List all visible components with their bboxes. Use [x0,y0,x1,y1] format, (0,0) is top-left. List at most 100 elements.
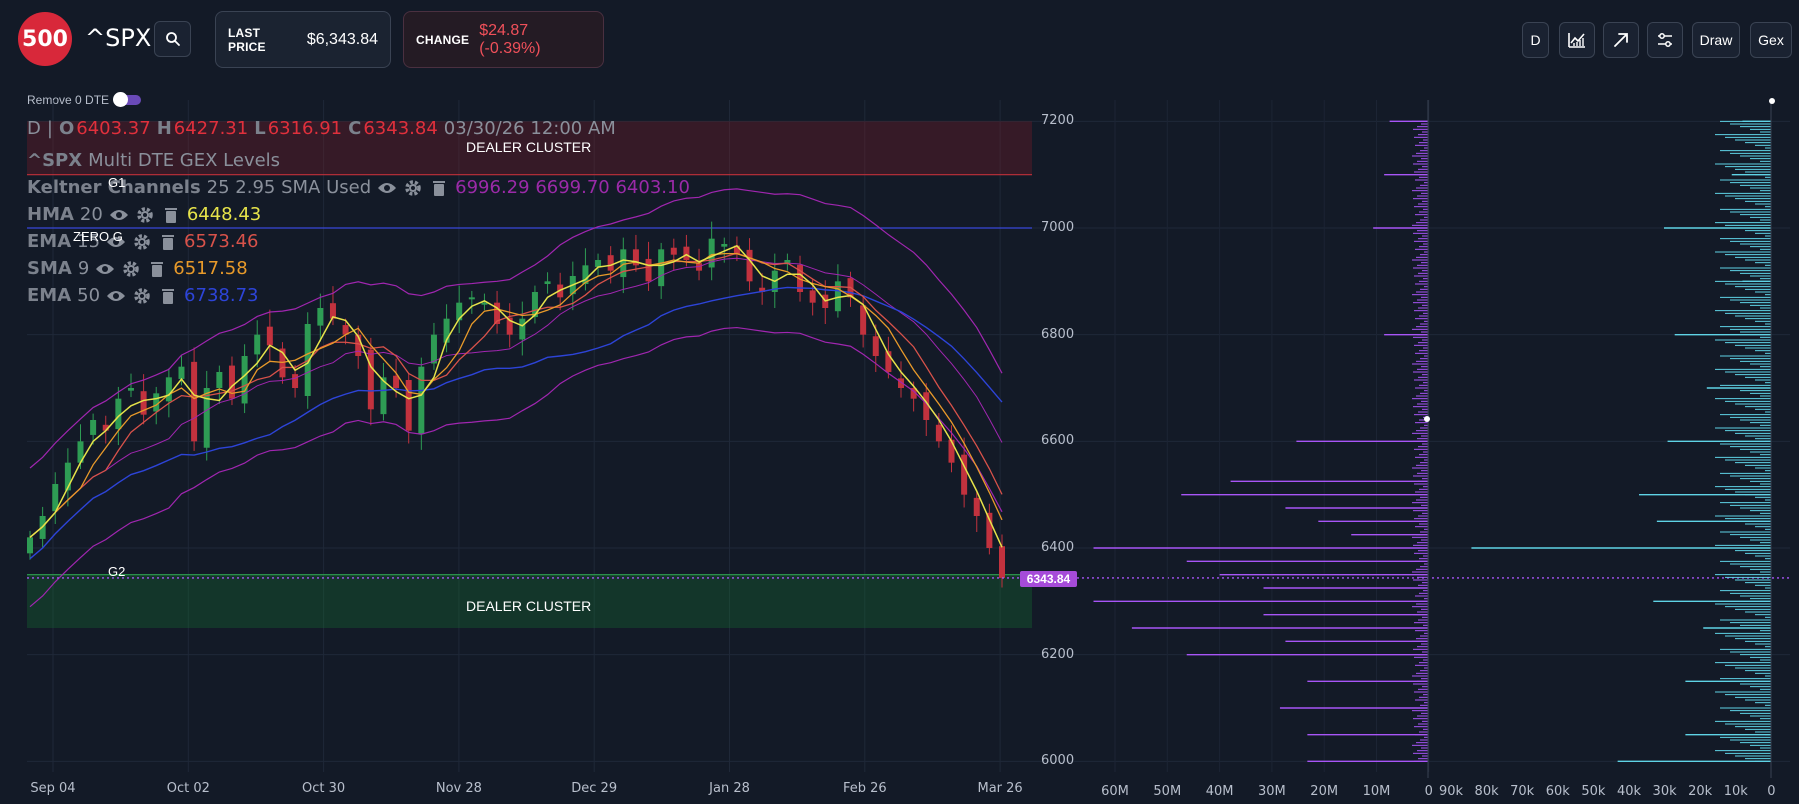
candle-body [90,420,97,435]
gex-button[interactable]: Gex [1750,22,1792,58]
legend-l-value: 6316.91 [267,118,343,139]
legend-ema50: EMA 50 6738.73 [27,285,258,306]
eye-icon[interactable] [95,259,115,279]
candle-body [910,388,917,399]
trash-icon[interactable] [161,205,181,225]
candle-body [430,334,437,364]
candle-body [645,258,652,282]
settings-sliders-button[interactable] [1647,22,1683,58]
eye-icon[interactable] [377,178,397,198]
candle-body [443,318,450,343]
candle-body [708,238,715,268]
candle-body [797,264,804,292]
gear-icon[interactable] [403,178,423,198]
gear-icon[interactable] [121,259,141,279]
toggle-knob[interactable] [113,92,129,107]
gex-left-tick-label: 60M [1101,784,1129,799]
legend-hma-name: HMA [27,204,74,225]
candle-body [494,302,501,324]
gex-left-tick-label: 30M [1258,784,1286,799]
indicators-button[interactable] [1559,22,1595,58]
candle-body [531,292,538,318]
gear-icon[interactable] [132,232,152,252]
legend-gex-symbol: ^SPX [27,150,83,171]
draw-button[interactable]: Draw [1692,22,1740,58]
legend-l-label: L [254,118,266,139]
candle-body [544,281,551,284]
eye-icon[interactable] [106,286,126,306]
change-value: $24.87 (-0.39%) [479,21,541,57]
candle-body [317,308,324,326]
candle-body [872,336,879,356]
candle-body [456,302,463,321]
candle-body [860,305,867,335]
candle-body [241,356,248,404]
gex-left-tick-label: 40M [1205,784,1234,799]
candle-body [254,334,261,355]
candle-body [834,281,841,312]
x-axis-tick-label: Mar 26 [977,781,1023,796]
eye-icon[interactable] [109,205,129,225]
x-axis-tick-label: Nov 28 [435,781,482,796]
remove-0dte-control[interactable]: Remove 0 DTE [27,92,142,107]
legend-ema15-name: EMA [27,231,72,252]
candle-body [27,537,33,554]
eye-icon[interactable] [106,232,126,252]
candle-body [468,297,475,300]
x-axis-tick-label: Feb 26 [842,781,887,796]
candle-body [632,249,639,266]
gear-icon[interactable] [135,205,155,225]
legend-ema50-period: 50 [77,285,101,306]
trash-icon[interactable] [147,259,167,279]
gex-right-tick-label: 90k [1438,784,1464,799]
y-axis-tick-label: 7200 [1041,113,1075,129]
gex-right-tick-label: 40k [1616,784,1642,799]
last-price-card: LAST PRICE $6,343.84 [215,11,391,68]
trend-arrow-button[interactable] [1603,22,1639,58]
gex-right-tick-label: 60k [1545,784,1570,799]
candle-body [607,255,614,271]
trash-icon[interactable] [158,232,178,252]
gex-left-tick-label: 10M [1362,784,1391,799]
candle-body [935,424,942,442]
gex-right-tick-label: 50k [1581,784,1606,799]
legend-h-label: H [156,118,172,139]
arrow-up-right-icon [1614,33,1628,47]
legend-sma9: SMA 9 6517.58 [27,258,248,279]
keltner-mid-line [29,257,1003,538]
search-button[interactable] [154,21,191,57]
candle-body [292,374,299,388]
candle-body [418,366,425,434]
gear-icon[interactable] [132,286,152,306]
candle-body [342,325,349,335]
g1-label: G1 [108,175,126,190]
candle-body [683,246,690,260]
y-axis-tick-label: 7000 [1041,220,1075,235]
gex-right-tick-label: 0 [1767,784,1776,799]
candle-body [885,351,892,372]
keltner-upper-line [29,188,1003,469]
x-axis-tick-label: Jan 28 [709,781,750,796]
candle-body [153,393,160,412]
legend-keltner-values: 6996.29 6699.70 6403.10 [455,177,690,198]
zero-g-label: ZERO G [73,229,123,244]
dealer-cluster-zone [27,574,1032,628]
legend-hma-period: 20 [79,204,103,225]
y-axis-tick-label: 6200 [1041,646,1075,662]
trash-icon[interactable] [158,286,178,306]
gex-right-tick-label: 70k [1510,784,1535,799]
candle-body [165,377,172,402]
interval-button[interactable]: D [1522,22,1549,58]
legend-h-value: 6427.31 [173,118,249,139]
legend-ema15-period: 15 [77,231,101,252]
legend-o-value: 6403.37 [76,118,151,139]
legend-gex-name: Multi DTE GEX Levels [88,150,281,171]
logo-badge: 500 [18,12,72,66]
trash-icon[interactable] [429,178,449,198]
legend-hma: HMA 20 6448.43 [27,204,261,225]
remove-0dte-toggle[interactable] [113,92,142,107]
legend-sma9-value: 6517.58 [173,258,248,279]
x-axis-tick-label: Oct 02 [166,781,210,796]
candle-body [102,424,109,431]
